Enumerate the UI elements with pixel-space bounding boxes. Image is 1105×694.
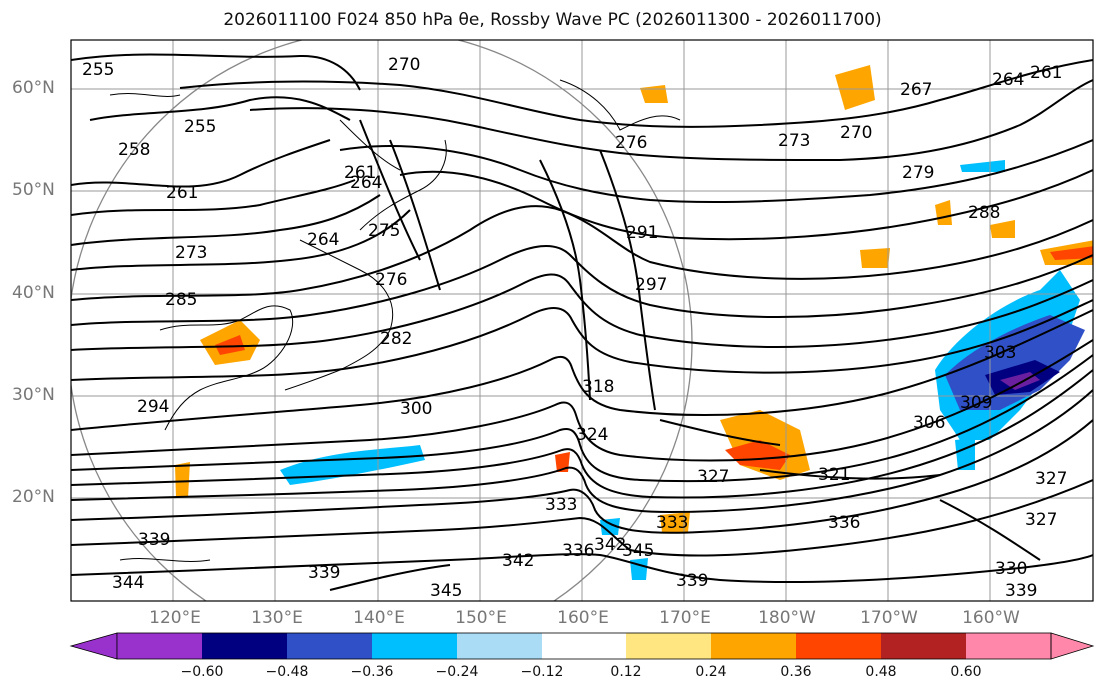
contour-label: 306 — [913, 413, 945, 433]
contour-label: 294 — [137, 397, 169, 417]
lon-label: 150°E — [455, 608, 507, 628]
contour-label: 321 — [818, 465, 850, 485]
colorbar-tick-label: −0.24 — [435, 664, 479, 680]
contour-label: 303 — [984, 343, 1016, 363]
contour-label: 270 — [840, 123, 872, 143]
colorbar-bin — [542, 633, 626, 659]
contour-label: 279 — [902, 163, 934, 183]
lon-label: 180°W — [758, 608, 816, 628]
colorbar-tick-label: −0.12 — [520, 664, 564, 680]
colorbar-tick-label: 0.36 — [780, 664, 812, 680]
colorbar-tick-label: 0.12 — [610, 664, 642, 680]
colorbar-tick-label: 0.24 — [695, 664, 727, 680]
contour-label: 333 — [545, 495, 577, 515]
contour-label: 309 — [960, 393, 992, 413]
contour-label: 264 — [307, 230, 339, 250]
lon-label: 140°E — [353, 608, 405, 628]
contour-label: 264 — [992, 70, 1024, 90]
theta-e-contours — [71, 53, 1093, 591]
colorbar — [69, 632, 1095, 660]
contour-label: 285 — [165, 290, 197, 310]
colorbar-extend-high — [1050, 632, 1095, 660]
lat-label: 20°N — [12, 487, 55, 507]
colorbar-bin — [372, 633, 457, 659]
colorbar-extend-low — [69, 632, 118, 660]
contour-label: 261 — [1030, 63, 1062, 83]
contour-label: 345 — [430, 581, 462, 601]
graticule — [71, 40, 1093, 601]
colorbar-bin — [117, 633, 202, 659]
colorbar-bin — [711, 633, 796, 659]
coastlines — [109, 79, 681, 562]
lon-label: 120°E — [149, 608, 201, 628]
lat-label: 40°N — [12, 283, 55, 303]
contour-label: 327 — [697, 467, 729, 487]
lat-label: 30°N — [12, 385, 55, 405]
contour-label: 300 — [400, 399, 432, 419]
contour-label: 318 — [582, 377, 614, 397]
plot-frame — [70, 39, 1094, 602]
contour-label: 273 — [175, 243, 207, 263]
contour-label: 324 — [576, 425, 608, 445]
lat-label: 60°N — [12, 78, 55, 98]
contour-label: 276 — [615, 133, 647, 153]
colorbar-tick-label: 0.60 — [950, 664, 982, 680]
contour-label: 267 — [900, 80, 932, 100]
contour-label: 270 — [388, 55, 420, 75]
colorbar-bin — [457, 633, 542, 659]
contour-label: 255 — [82, 60, 114, 80]
contour-label: 336 — [562, 541, 594, 561]
map-title: 2026011100 F024 850 hPa θe, Rossby Wave … — [223, 10, 882, 30]
colorbar-bin — [881, 633, 966, 659]
contour-label: 333 — [656, 513, 688, 533]
contour-label: 264 — [350, 173, 382, 193]
contour-label: 288 — [968, 203, 1000, 223]
colorbar-bin — [796, 633, 881, 659]
contour-label: 342 — [502, 551, 534, 571]
contour-label: 339 — [138, 530, 170, 550]
contour-label: 255 — [184, 117, 216, 137]
contour-label: 345 — [622, 541, 654, 561]
lon-label: 160°W — [962, 608, 1020, 628]
map-plot-area: 255 255 258 261 264 270 267 264 261 273 … — [71, 40, 1093, 601]
contour-label: 336 — [828, 513, 860, 533]
colorbar-bin — [626, 633, 711, 659]
colorbar-tick-label: −0.60 — [180, 664, 224, 680]
contour-label: 261 — [166, 183, 198, 203]
contour-label: 339 — [1005, 581, 1037, 601]
colorbar-tick-label: −0.36 — [350, 664, 394, 680]
lon-label: 130°E — [251, 608, 303, 628]
contour-label: 297 — [635, 275, 667, 295]
colorbar-bin — [966, 633, 1051, 659]
lat-label: 50°N — [12, 180, 55, 200]
contour-label: 282 — [380, 329, 412, 349]
colorbar-bin — [287, 633, 372, 659]
contour-label: 344 — [112, 573, 144, 593]
contour-label: 330 — [995, 559, 1027, 579]
contour-label: 273 — [778, 131, 810, 151]
contour-label: 339 — [676, 571, 708, 591]
colorbar-bin — [202, 633, 287, 659]
contour-label: 327 — [1025, 510, 1057, 530]
lon-label: 170°W — [860, 608, 918, 628]
contour-label: 342 — [594, 535, 626, 555]
contour-label: 261 — [344, 163, 376, 183]
colorbar-tick-label: −0.48 — [265, 664, 309, 680]
lon-label: 160°E — [557, 608, 609, 628]
contour-label: 339 — [308, 563, 340, 583]
contour-labels: 255 255 258 261 264 270 267 264 261 273 … — [82, 55, 1067, 601]
contour-label: 276 — [375, 270, 407, 290]
contour-label: 258 — [118, 140, 150, 160]
lon-label: 170°E — [659, 608, 711, 628]
contour-label: 275 — [368, 221, 400, 241]
contour-label: 291 — [626, 223, 658, 243]
contour-label: 327 — [1035, 469, 1067, 489]
colorbar-tick-label: 0.48 — [865, 664, 897, 680]
